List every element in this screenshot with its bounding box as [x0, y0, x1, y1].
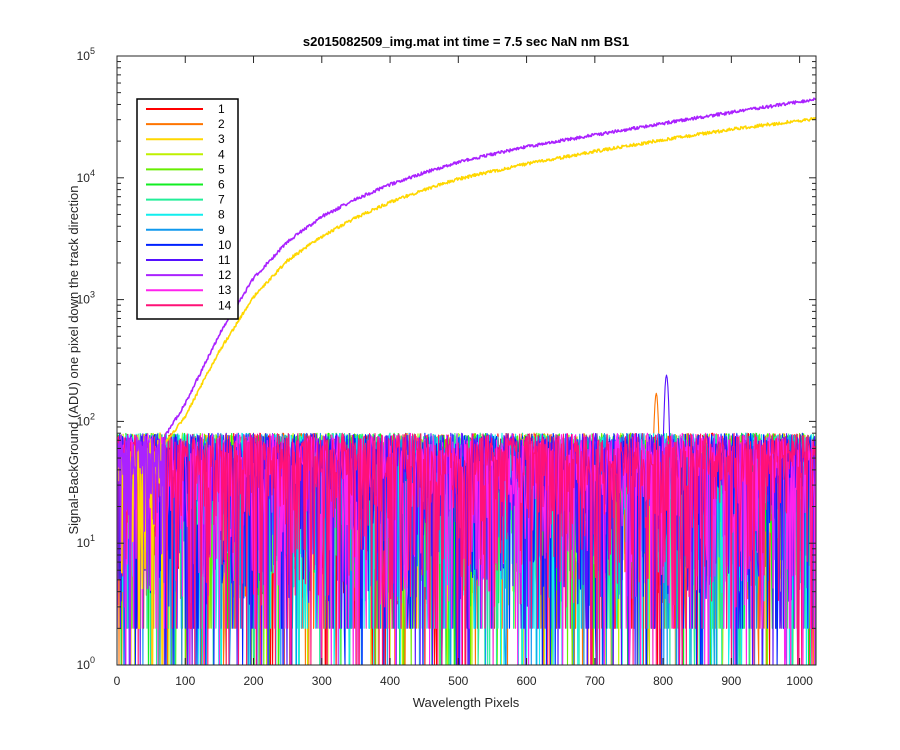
y-tick-label: 101 [77, 533, 95, 550]
legend-label: 9 [218, 223, 225, 237]
x-tick-label: 100 [175, 674, 195, 688]
legend-label: 2 [218, 117, 225, 131]
legend-label: 1 [218, 102, 225, 116]
legend-label: 5 [218, 162, 225, 176]
x-axis-label: Wavelength Pixels [413, 695, 520, 710]
legend-label: 3 [218, 132, 225, 146]
x-tick-label: 300 [312, 674, 332, 688]
series-line-14 [117, 432, 816, 665]
x-tick-label: 0 [114, 674, 121, 688]
x-tick-label: 500 [448, 674, 468, 688]
x-tick-label: 600 [517, 674, 537, 688]
legend-label: 13 [218, 283, 232, 297]
legend-label: 7 [218, 193, 225, 207]
chart-title: s2015082509_img.mat int time = 7.5 sec N… [303, 34, 629, 49]
legend-label: 4 [218, 147, 225, 161]
y-tick-label: 104 [77, 168, 95, 185]
legend-label: 8 [218, 208, 225, 222]
x-tick-label: 1000 [786, 674, 813, 688]
y-tick-label: 102 [77, 411, 95, 428]
y-tick-label: 103 [77, 290, 95, 307]
legend-label: 12 [218, 268, 232, 282]
series-line-3 [117, 116, 816, 665]
y-tick-label: 105 [77, 46, 95, 63]
x-tick-label: 400 [380, 674, 400, 688]
legend-label: 6 [218, 178, 225, 192]
x-tick-label: 200 [244, 674, 264, 688]
legend-label: 11 [218, 253, 231, 267]
x-axis: 0 100 200 300 400 500 600 700 800 900 1000 [114, 56, 813, 688]
legend-label: 10 [218, 238, 232, 252]
legend-label: 14 [218, 298, 232, 312]
legend-box [136, 98, 239, 320]
y-tick-label: 100 [77, 655, 95, 672]
axes-box [116, 55, 817, 666]
x-tick-label: 800 [653, 674, 673, 688]
series-layer [117, 97, 816, 665]
x-tick-label: 700 [585, 674, 605, 688]
y-axis-label: Signal-BackGround (ADU) one pixel down t… [66, 185, 81, 534]
x-tick-label: 900 [721, 674, 741, 688]
